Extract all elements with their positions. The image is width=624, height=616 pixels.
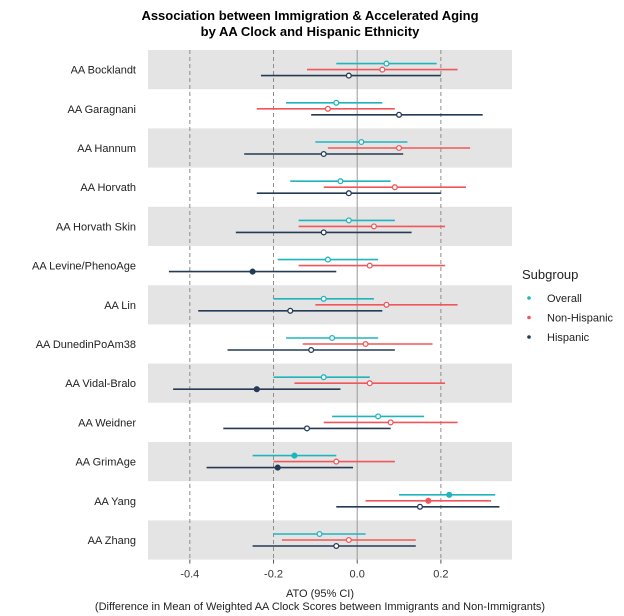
point-estimate [345, 72, 352, 79]
point-estimate [329, 334, 336, 342]
y-axis-label: AA Vidal-Bralo [65, 378, 136, 390]
x-tick-label: -0.2 [264, 569, 283, 581]
point-estimate [274, 464, 281, 471]
legend-title: Subgroup [522, 267, 578, 282]
y-axis-label: AA Garagnani [68, 104, 137, 116]
point-estimate [425, 497, 432, 504]
legend-swatch [527, 296, 531, 300]
legend-swatch [527, 315, 531, 320]
x-axis-label-line-1: ATO (95% CI) [286, 588, 354, 600]
point-estimate [416, 503, 424, 510]
legend-swatch [527, 335, 531, 339]
y-axis-label: AA Horvath [80, 182, 136, 194]
x-tick-label: -0.4 [180, 569, 199, 581]
y-axis-label: AA Hannum [77, 143, 136, 155]
point-estimate [291, 452, 298, 459]
point-estimate [333, 99, 340, 106]
point-estimate [358, 138, 365, 146]
point-estimate [316, 530, 323, 538]
point-estimate [337, 178, 344, 185]
x-tick-label: 0.2 [433, 569, 448, 581]
point-estimate [383, 60, 390, 67]
legend-entry: Hispanic [547, 332, 590, 344]
point-estimate [320, 374, 327, 381]
point-estimate [324, 105, 331, 112]
y-axis-label: AA Lin [104, 300, 136, 312]
y-axis-label: AA Zhang [88, 535, 136, 547]
point-estimate [303, 425, 311, 432]
point-estimate [391, 184, 398, 191]
point-estimate [333, 458, 340, 465]
y-axis-labels: AA Bocklandt AA Garagnani AA Hannum AA Horv… [32, 65, 136, 547]
point-estimate [395, 111, 403, 118]
point-estimate [395, 144, 403, 152]
y-axis-label: AA Weidner [78, 417, 136, 429]
estimates-and-intervals [168, 60, 500, 550]
legend: Subgroup Overall Non-Hispanic Hispanic [522, 267, 614, 344]
y-axis-label: AA Bocklandt [71, 65, 136, 77]
chart-title-line-1: Association between Immigration & Accele… [141, 8, 478, 23]
x-axis-label-line-2: (Difference in Mean of Weighted AA Clock… [95, 601, 545, 613]
y-axis-label: AA Levine/PhenoAge [32, 261, 136, 273]
point-estimate [320, 295, 327, 302]
point-estimate [375, 413, 382, 420]
point-estimate [320, 150, 327, 158]
point-estimate [320, 229, 327, 236]
point-estimate [345, 217, 352, 224]
y-axis-label: AA Yang [94, 496, 136, 508]
point-estimate [345, 536, 352, 544]
y-axis-label: AA GrimAge [75, 457, 136, 469]
point-estimate [366, 380, 373, 387]
y-axis-label: AA Horvath Skin [56, 221, 136, 233]
point-estimate [387, 419, 394, 426]
legend-entry: Non-Hispanic [547, 313, 614, 325]
point-estimate [333, 542, 340, 550]
x-axis-ticks: -0.4 -0.2 0.0 0.2 [180, 559, 449, 581]
point-estimate [324, 256, 331, 263]
point-estimate [370, 223, 377, 230]
point-estimate [308, 346, 315, 354]
point-estimate [249, 268, 256, 275]
point-estimate [446, 491, 453, 498]
x-tick-label: 0.0 [350, 569, 365, 581]
point-estimate [379, 66, 386, 73]
point-estimate [366, 262, 373, 269]
y-axis-label: AA DunedinPoAm38 [36, 339, 136, 351]
point-estimate [253, 386, 260, 393]
chart-title-line-2: by AA Clock and Hispanic Ethnicity [201, 24, 420, 39]
point-estimate [383, 301, 390, 308]
point-estimate [362, 340, 369, 348]
point-estimate [345, 190, 352, 197]
point-estimate [287, 307, 294, 314]
legend-entry: Overall [547, 293, 582, 305]
